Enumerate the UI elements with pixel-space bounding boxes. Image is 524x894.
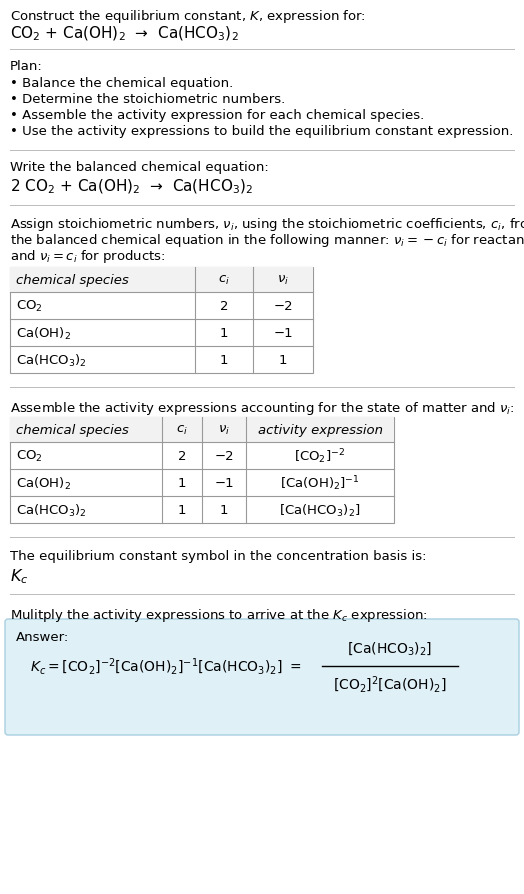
- Text: Assemble the activity expressions accounting for the state of matter and $\nu_i$: Assemble the activity expressions accoun…: [10, 400, 515, 417]
- Text: • Determine the stoichiometric numbers.: • Determine the stoichiometric numbers.: [10, 93, 285, 105]
- Text: CO$_2$ + Ca(OH)$_2$  →  Ca(HCO$_3$)$_2$: CO$_2$ + Ca(OH)$_2$ → Ca(HCO$_3$)$_2$: [10, 25, 239, 43]
- Text: 1: 1: [279, 354, 287, 367]
- Text: [Ca(HCO$_3$)$_2$]: [Ca(HCO$_3$)$_2$]: [279, 502, 361, 518]
- Text: $\nu_i$: $\nu_i$: [277, 274, 289, 287]
- FancyBboxPatch shape: [5, 620, 519, 735]
- Text: Mulitply the activity expressions to arrive at the $K_c$ expression:: Mulitply the activity expressions to arr…: [10, 606, 428, 623]
- Text: chemical species: chemical species: [16, 274, 129, 287]
- Text: CO$_2$: CO$_2$: [16, 299, 43, 314]
- Text: −2: −2: [273, 299, 293, 313]
- Text: The equilibrium constant symbol in the concentration basis is:: The equilibrium constant symbol in the c…: [10, 550, 427, 562]
- Text: Write the balanced chemical equation:: Write the balanced chemical equation:: [10, 161, 269, 173]
- Text: 1: 1: [178, 477, 186, 489]
- Text: $\nu_i$: $\nu_i$: [218, 424, 230, 436]
- Text: −1: −1: [273, 326, 293, 340]
- Text: $[\mathrm{CO_2}]^2[\mathrm{Ca(OH)_2}]$: $[\mathrm{CO_2}]^2[\mathrm{Ca(OH)_2}]$: [333, 674, 447, 695]
- Text: 2: 2: [178, 450, 186, 462]
- Text: and $\nu_i = c_i$ for products:: and $\nu_i = c_i$ for products:: [10, 248, 166, 265]
- Text: 1: 1: [220, 354, 228, 367]
- Text: Ca(HCO$_3$)$_2$: Ca(HCO$_3$)$_2$: [16, 352, 87, 368]
- Text: $c_i$: $c_i$: [176, 424, 188, 436]
- Text: $K_c = [\mathrm{CO_2}]^{-2}[\mathrm{Ca(OH)_2}]^{-1}[\mathrm{Ca(HCO_3)_2}] \ = $: $K_c = [\mathrm{CO_2}]^{-2}[\mathrm{Ca(O…: [30, 656, 301, 677]
- Text: activity expression: activity expression: [257, 424, 383, 436]
- Text: Ca(HCO$_3$)$_2$: Ca(HCO$_3$)$_2$: [16, 502, 87, 518]
- Text: Construct the equilibrium constant, $K$, expression for:: Construct the equilibrium constant, $K$,…: [10, 8, 366, 25]
- Text: • Assemble the activity expression for each chemical species.: • Assemble the activity expression for e…: [10, 109, 424, 122]
- Text: $c_i$: $c_i$: [218, 274, 230, 287]
- Text: chemical species: chemical species: [16, 424, 129, 436]
- Text: 1: 1: [220, 503, 228, 517]
- Text: 1: 1: [178, 503, 186, 517]
- Bar: [10, 417, 394, 443]
- Text: −2: −2: [214, 450, 234, 462]
- Text: −1: −1: [214, 477, 234, 489]
- Text: Plan:: Plan:: [10, 60, 43, 73]
- Bar: [10, 417, 394, 523]
- Text: Ca(OH)$_2$: Ca(OH)$_2$: [16, 475, 71, 491]
- Text: CO$_2$: CO$_2$: [16, 449, 43, 463]
- Text: Ca(OH)$_2$: Ca(OH)$_2$: [16, 325, 71, 342]
- Text: • Balance the chemical equation.: • Balance the chemical equation.: [10, 77, 233, 90]
- Text: [CO$_2$]$^{-2}$: [CO$_2$]$^{-2}$: [294, 447, 346, 466]
- Text: $[\mathrm{Ca(HCO_3)_2}]$: $[\mathrm{Ca(HCO_3)_2}]$: [347, 640, 433, 657]
- Text: • Use the activity expressions to build the equilibrium constant expression.: • Use the activity expressions to build …: [10, 125, 514, 138]
- Text: Assign stoichiometric numbers, $\nu_i$, using the stoichiometric coefficients, $: Assign stoichiometric numbers, $\nu_i$, …: [10, 215, 524, 232]
- Text: the balanced chemical equation in the following manner: $\nu_i = -c_i$ for react: the balanced chemical equation in the fo…: [10, 232, 524, 249]
- Text: 2 CO$_2$ + Ca(OH)$_2$  →  Ca(HCO$_3$)$_2$: 2 CO$_2$ + Ca(OH)$_2$ → Ca(HCO$_3$)$_2$: [10, 178, 253, 196]
- Text: 1: 1: [220, 326, 228, 340]
- Text: 2: 2: [220, 299, 228, 313]
- Text: $K_c$: $K_c$: [10, 567, 28, 585]
- Text: [Ca(OH)$_2$]$^{-1}$: [Ca(OH)$_2$]$^{-1}$: [280, 474, 360, 493]
- Bar: [10, 267, 313, 292]
- Text: Answer:: Answer:: [16, 630, 69, 644]
- Bar: [10, 267, 313, 374]
